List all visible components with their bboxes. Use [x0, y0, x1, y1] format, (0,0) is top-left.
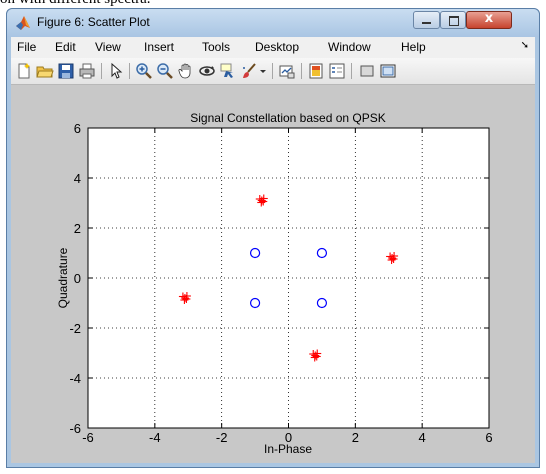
x-tick-label: 2	[352, 430, 359, 445]
edit-plot-icon	[111, 62, 123, 79]
x-tick-label: 4	[419, 430, 426, 445]
toolbar-separator	[129, 63, 130, 79]
legend-button[interactable]	[328, 62, 346, 80]
menu-file[interactable]: File	[17, 40, 37, 54]
maximize-icon	[449, 16, 459, 26]
colorbar-button[interactable]	[307, 62, 325, 80]
figure-canvas: -6 -4 -2 0 2 4 6 -6 -4 -2 0 2 4 6 Signal Constellatio…	[11, 85, 535, 463]
rotate-3d-icon	[199, 66, 215, 76]
menu-edit[interactable]: Edit	[55, 40, 76, 54]
open-file-icon	[36, 66, 54, 78]
minimize-button[interactable]	[413, 11, 440, 29]
zoom-out-icon	[157, 63, 173, 79]
pan-button[interactable]	[177, 62, 195, 80]
y-tick-label: 6	[74, 121, 81, 136]
y-tick-label: 0	[74, 271, 81, 286]
x-tick-label: 6	[485, 430, 492, 445]
print-icon	[79, 63, 95, 79]
brush-button[interactable]	[240, 62, 258, 80]
save-icon	[58, 63, 74, 79]
menu-insert[interactable]: Insert	[144, 40, 175, 54]
link-plot-icon	[279, 65, 295, 79]
axis-ticks: -6 -4 -2 0 2 4 6 -6 -4 -2 0 2 4 6	[69, 121, 492, 445]
zoom-in-button[interactable]	[135, 62, 153, 80]
menu-help[interactable]: Help	[401, 40, 426, 54]
menu-window[interactable]: Window	[328, 40, 371, 54]
maximize-button[interactable]	[440, 11, 466, 29]
y-tick-label: -2	[69, 321, 81, 336]
y-tick-label: -4	[69, 371, 81, 386]
close-icon: x	[484, 11, 494, 26]
grid	[88, 128, 489, 428]
data-points	[178, 194, 399, 362]
toolbar-separator	[101, 63, 102, 79]
legend-icon	[329, 63, 345, 79]
edit-plot-button[interactable]	[107, 62, 125, 80]
x-axis-label: In-Phase	[264, 442, 312, 456]
x-tick-label: -2	[216, 430, 228, 445]
y-axis-label: Quadrature	[56, 247, 70, 308]
constellation-point[interactable]	[316, 247, 328, 259]
x-tick-label: 0	[285, 430, 292, 445]
page-caption: on with different spectra.	[0, 0, 151, 9]
constellation-point[interactable]	[249, 247, 261, 259]
noisy-symbol-cluster[interactable]	[386, 252, 399, 264]
constellation-point[interactable]	[316, 297, 328, 309]
toolbar-separator	[301, 63, 302, 79]
data-cursor-icon	[220, 63, 233, 78]
zoom-out-button[interactable]	[156, 62, 174, 80]
toolbar-separator	[351, 63, 352, 79]
show-plot-tools-icon	[380, 64, 396, 78]
pan-icon	[178, 63, 191, 79]
window-title: Figure 6: Scatter Plot	[37, 15, 150, 29]
constellation-point[interactable]	[249, 297, 261, 309]
link-plot-button[interactable]	[278, 62, 296, 80]
colorbar-icon	[309, 63, 323, 79]
menu-bar: File Edit View Insert Tools Desktop Wind…	[11, 37, 535, 58]
chart-title: Signal Constellation based on QPSK	[190, 111, 385, 125]
print-button[interactable]	[78, 62, 96, 80]
figure-window: Figure 6: Scatter Plot x File Edit View …	[6, 8, 540, 468]
new-figure-button[interactable]	[15, 62, 33, 80]
y-tick-label: 2	[74, 221, 81, 236]
title-bar[interactable]: Figure 6: Scatter Plot x	[7, 9, 539, 37]
toolbar-separator	[272, 63, 273, 79]
hide-plot-tools-icon	[360, 65, 374, 77]
brush-icon	[243, 63, 256, 78]
menu-view[interactable]: View	[95, 40, 121, 54]
matlab-logo-icon	[15, 15, 31, 31]
x-tick-label: -6	[82, 430, 94, 445]
close-button[interactable]: x	[466, 11, 512, 29]
rotate-3d-button[interactable]	[198, 62, 216, 80]
noisy-symbol-cluster[interactable]	[309, 349, 322, 362]
hide-plot-tools-button[interactable]	[358, 62, 376, 80]
show-plot-tools-button[interactable]	[379, 62, 397, 80]
data-cursor-button[interactable]	[219, 62, 237, 80]
brush-dropdown-button[interactable]	[259, 62, 267, 80]
menu-desktop[interactable]: Desktop	[255, 40, 300, 54]
minimize-icon	[422, 22, 431, 24]
new-figure-icon	[18, 63, 30, 79]
y-tick-label: -6	[69, 421, 81, 436]
menu-tools[interactable]: Tools	[202, 40, 231, 54]
save-button[interactable]	[57, 62, 75, 80]
noisy-symbol-cluster[interactable]	[178, 292, 191, 304]
chevron-down-icon	[260, 70, 266, 73]
x-tick-label: -4	[149, 430, 161, 445]
menu-overflow-icon[interactable]: ➘	[520, 40, 529, 51]
zoom-in-icon	[136, 63, 152, 79]
y-tick-label: 4	[74, 171, 81, 186]
scatter-plot: -6 -4 -2 0 2 4 6 -6 -4 -2 0 2 4 6 Signal Constellatio…	[56, 111, 493, 456]
toolbar	[11, 58, 535, 85]
open-file-button[interactable]	[36, 62, 54, 80]
noisy-symbol-cluster[interactable]	[255, 194, 268, 207]
